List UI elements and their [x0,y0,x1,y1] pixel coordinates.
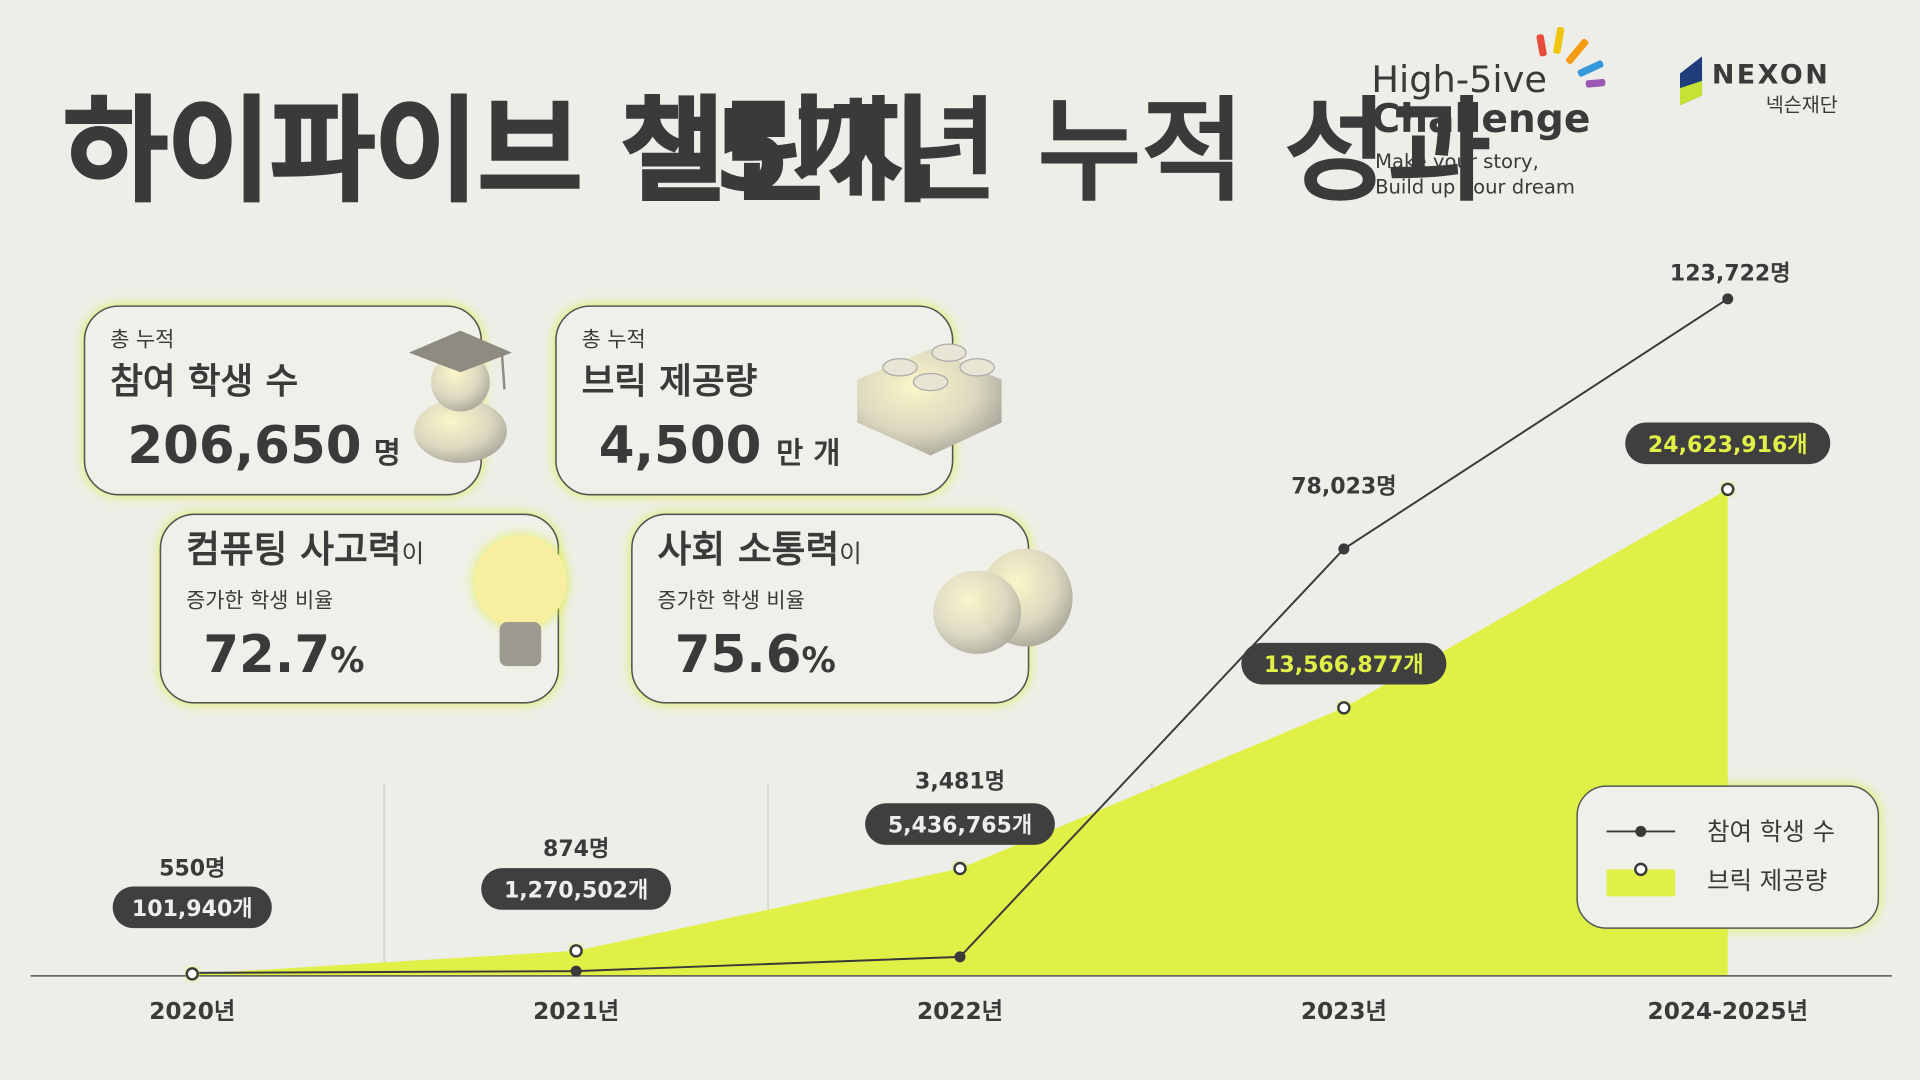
x-tick-label: 2021년 [533,998,619,1025]
card-value: 4,500 만 개 [599,416,841,476]
x-tick-label: 2020년 [149,998,235,1025]
value-label-pill [1625,422,1831,465]
card-value-number: 206,650 [127,416,361,476]
card-value: 206,650 명 [127,416,400,476]
value-label: 24,623,916개 [1648,433,1808,458]
x-tick-label: 2024-2025년 [1648,998,1808,1025]
value-label: 101,940개 [132,897,253,922]
point-marker [569,944,583,958]
card-value: 72.7% [203,625,364,685]
slogan: Make your story, [1375,150,1539,173]
value-label-pill [112,886,272,929]
card-title: 브릭 제공량 [582,361,758,402]
card-value-unit: % [802,641,836,681]
point-marker [570,965,582,977]
card-value-unit: 명 [374,436,401,470]
brand-name-line2: Challenge [1371,97,1590,142]
graduate-icon [408,330,512,463]
card-value-number: 4,500 [599,416,762,476]
stat-card: 총 누적 참여 학생 수 206,650 명 [83,305,512,496]
value-label: 874명 [543,837,609,862]
card-title-suffix: 이 [839,539,862,568]
card-value: 75.6% [675,625,836,685]
card-title-suffix: 이 [402,539,425,568]
point-marker [954,951,966,963]
x-tick-label: 2022년 [917,998,1003,1025]
card-label: 총 누적 [582,328,646,352]
card-title: 사회 소통력이 [658,528,862,571]
card-title-text: 컴퓨팅 사고력 [186,528,401,571]
legend-label: 참여 학생 수 [1707,817,1835,846]
card-label: 증가한 학생 비율 [186,588,333,612]
value-label-pill [865,803,1055,845]
nexon-logo: NEXON 넥슨재단 [1680,56,1838,116]
area [192,489,1728,976]
point-marker [185,967,199,981]
legend: 참여 학생 수브릭 제공량 [1576,785,1880,929]
brick-icon [857,343,1002,456]
stat-card: 컴퓨팅 사고력이 증가한 학생 비율 72.7% [159,513,567,704]
title-highlight: 하이파이브 챌린지 [64,85,932,217]
card-title-text: 사회 소통력 [658,528,840,571]
legend-box [1576,785,1880,929]
value-label: 13,566,877개 [1264,653,1424,678]
card-title: 컴퓨팅 사고력이 [186,528,424,571]
point-marker [953,861,967,876]
brand-logo: High-5ive Challenge Make your story, Bui… [1371,26,1606,198]
point-marker [1722,293,1734,305]
card-value-number: 75.6 [675,625,802,685]
value-label: 550명 [159,857,225,882]
x-tick-label: 2023년 [1301,998,1387,1025]
foundation-name: 넥슨재단 [1766,93,1838,116]
stat-card: 총 누적 브릭 제공량 4,500 만 개 [555,305,1002,496]
card-label: 증가한 학생 비율 [658,588,805,612]
slogan: Build up your dream [1375,175,1575,198]
card-value-number: 72.7 [203,625,330,685]
nexon-wordmark: NEXON [1712,59,1830,90]
card-value-unit: 만 개 [776,436,840,470]
stat-card: 사회 소통력이 증가한 학생 비율 75.6% [631,513,1073,704]
chart: 2020년 2021년 2022년 2023년 2024-2025년 550명 874명 3,… [30,261,1892,1025]
legend-marker [1634,862,1648,877]
bulb-icon [473,535,567,667]
value-label: 78,023명 [1291,474,1396,499]
value-label-pill [481,868,672,910]
value-label-pill [1241,642,1447,685]
point-marker [1338,543,1350,555]
value-label: 5,436,765개 [888,814,1032,839]
point-marker [1337,701,1351,715]
title: 5개년 누적 성과 [713,85,1492,217]
value-label: 3,481명 [915,770,1005,795]
card-label: 총 누적 [110,328,174,352]
value-label: 123,722명 [1670,261,1791,286]
point-marker [1721,482,1735,497]
card-title: 참여 학생 수 [110,361,298,402]
value-label: 1,270,502개 [504,879,648,904]
card-value-unit: % [330,641,364,681]
speech-icon [933,548,1073,654]
legend-label: 브릭 제공량 [1707,866,1827,895]
legend-marker [1635,825,1647,837]
brand-name: High-5ive [1371,58,1547,101]
